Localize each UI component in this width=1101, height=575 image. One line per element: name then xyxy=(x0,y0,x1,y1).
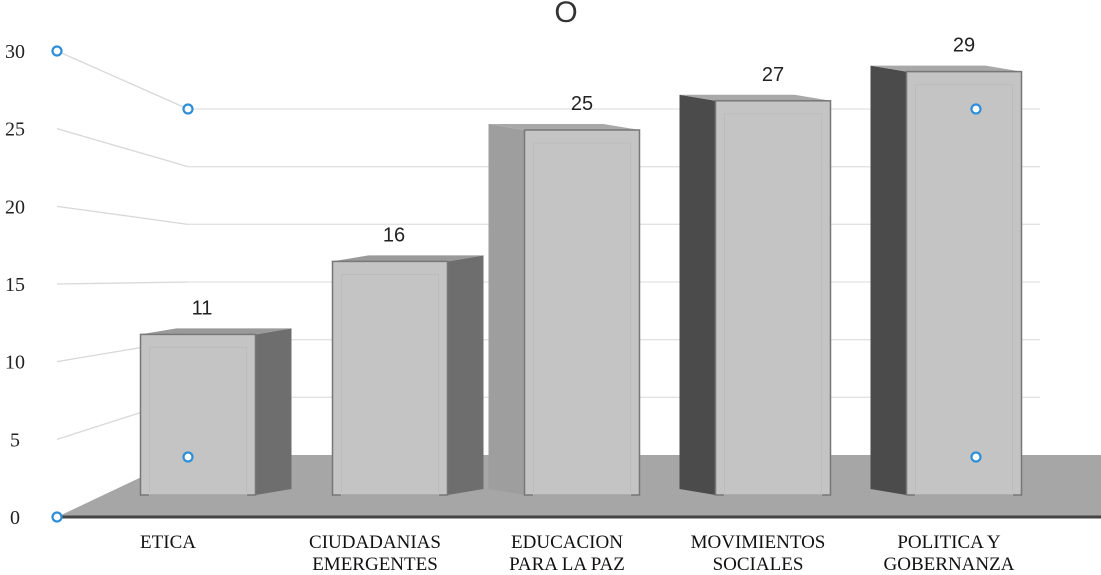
bar-inner-edge xyxy=(724,113,822,496)
selection-handles[interactable] xyxy=(51,45,982,523)
bar-front xyxy=(905,70,1023,496)
side-gridline xyxy=(56,281,189,285)
y-axis-ticks: 0 5 10 15 20 25 30 xyxy=(5,41,25,529)
category-label: EDUCACION xyxy=(511,532,623,553)
category-label: POLITICA Y xyxy=(897,532,1001,553)
bar-inner-edge xyxy=(149,346,247,496)
bar-side xyxy=(255,328,292,495)
bar-top xyxy=(870,65,1022,72)
bar xyxy=(870,65,1023,496)
y-tick-label: 30 xyxy=(5,41,25,63)
category-label: CIUDADANIAS xyxy=(309,532,441,553)
bar-inner-edge xyxy=(341,273,439,496)
bar-inner-edge xyxy=(915,84,1013,496)
bar-top xyxy=(488,124,640,130)
category-label: ETICA xyxy=(140,532,196,553)
bar-side xyxy=(488,124,525,495)
bar-top xyxy=(140,328,292,335)
data-label: 11 xyxy=(192,297,213,319)
side-gridline xyxy=(56,50,189,110)
y-tick-label: 15 xyxy=(5,274,25,296)
category-label: SOCIALES xyxy=(713,554,804,575)
category-label: MOVIMIENTOS xyxy=(691,532,826,553)
bar-front xyxy=(139,333,257,496)
selection-handle[interactable] xyxy=(51,511,63,523)
selection-handle[interactable] xyxy=(182,103,194,115)
y-tick-label: 25 xyxy=(5,119,25,141)
category-label: PARA LA PAZ xyxy=(509,554,625,575)
data-label: 29 xyxy=(953,35,975,57)
chart-title-fragment: O xyxy=(554,0,577,29)
side-gridline xyxy=(56,205,189,225)
selection-handle[interactable] xyxy=(182,451,194,463)
bar-side xyxy=(870,65,907,495)
bar xyxy=(331,255,484,496)
bar xyxy=(679,94,832,496)
bar-front xyxy=(714,100,832,496)
selection-handle[interactable] xyxy=(970,103,982,115)
side-gridline xyxy=(56,128,189,168)
bar xyxy=(488,124,641,496)
category-label: GOBERNANZA xyxy=(884,554,1015,575)
data-label: 16 xyxy=(383,224,405,246)
bar-side xyxy=(447,255,484,495)
bar-front xyxy=(331,260,449,496)
bar xyxy=(139,328,292,496)
bar-front xyxy=(523,129,641,496)
category-label: EMERGENTES xyxy=(312,554,438,575)
selection-handle[interactable] xyxy=(970,451,982,463)
data-label: 27 xyxy=(762,64,784,86)
bars xyxy=(139,65,1023,496)
bar-side xyxy=(679,94,716,496)
bar-inner-edge xyxy=(533,142,631,496)
y-tick-label: 0 xyxy=(10,507,20,529)
data-labels: 11 16 25 27 29 xyxy=(192,35,976,320)
y-tick-label: 20 xyxy=(5,196,25,218)
data-label: 25 xyxy=(571,93,593,115)
bar-top xyxy=(679,94,831,101)
selection-handle[interactable] xyxy=(51,45,63,57)
bar-top xyxy=(332,255,484,262)
y-tick-label: 10 xyxy=(5,352,25,374)
y-tick-label: 5 xyxy=(10,429,20,451)
